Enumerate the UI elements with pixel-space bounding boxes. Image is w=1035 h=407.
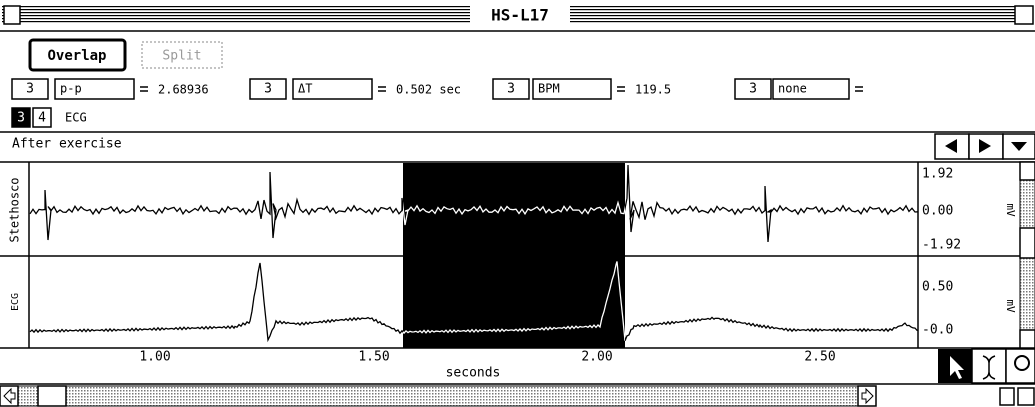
scroll-down[interactable]	[1019, 329, 1035, 349]
measure-type-box[interactable]	[54, 78, 135, 100]
measure-value: 119.5	[635, 83, 671, 97]
x-tick-label: 1.00	[139, 350, 170, 365]
x-tick-label: 2.50	[804, 350, 835, 365]
h-scrollbar[interactable]	[0, 385, 877, 407]
equals-sign	[855, 86, 863, 92]
measure-type: none	[778, 82, 807, 96]
x-axis-label: seconds	[446, 366, 501, 381]
zoom-icon	[1014, 355, 1030, 371]
scroll-left[interactable]	[0, 385, 19, 407]
right-arrow-icon	[979, 139, 991, 153]
zoom-box[interactable]	[1014, 5, 1034, 25]
scroll-right-icon	[861, 387, 874, 405]
zoom-tool[interactable]	[1005, 348, 1035, 384]
equals-sign	[140, 86, 148, 92]
y-tick-label: 1.92	[922, 167, 953, 182]
measure-type-box[interactable]	[532, 78, 612, 100]
equals-sign	[617, 86, 625, 92]
measure-type-box[interactable]	[772, 78, 850, 100]
channel-box[interactable]	[734, 78, 772, 100]
channel-box[interactable]	[492, 78, 530, 100]
measure-type-box[interactable]	[292, 78, 373, 100]
channel-label: ECG	[65, 111, 87, 125]
measure-value: 0.502 sec	[396, 83, 461, 97]
measure-type: p-p	[60, 82, 82, 96]
unit-label: mV	[1004, 203, 1017, 217]
resize-box[interactable]	[1017, 387, 1035, 406]
x-tick-label: 1.50	[358, 350, 389, 365]
scroll-left-icon	[3, 387, 16, 405]
channel-number: 3	[749, 82, 757, 97]
channel-3-box[interactable]	[11, 107, 31, 128]
scroll-right[interactable]	[857, 385, 877, 407]
channel-4: 4	[38, 111, 46, 126]
y-tick-label: 0.50	[922, 280, 953, 295]
left-arrow-icon	[945, 139, 957, 153]
journal-text: After exercise	[12, 137, 122, 152]
equals-sign	[378, 86, 386, 92]
measure-type: ΔT	[298, 82, 312, 96]
channel-1-label: Stethosco	[8, 177, 22, 242]
arrow-tool-icon	[950, 356, 964, 379]
y-tick-label: 0.00	[922, 204, 953, 219]
stethoscope-trace-selected	[403, 200, 625, 226]
menu-arrow-icon	[1011, 142, 1027, 151]
split-label: Split	[162, 49, 201, 64]
channel-3: 3	[17, 111, 25, 126]
split-button[interactable]	[141, 41, 223, 69]
ecg-trace-selected	[403, 261, 625, 341]
overlap-label: Overlap	[47, 48, 106, 64]
title-gap	[470, 3, 570, 27]
channel-box[interactable]	[11, 78, 49, 100]
y-tick-label: -0.0	[922, 323, 953, 338]
unit-label: mV	[1004, 299, 1017, 313]
channel-4-box[interactable]	[32, 107, 52, 128]
channel-box[interactable]	[249, 78, 287, 100]
channel-number: 3	[264, 82, 272, 97]
measure-type: BPM	[538, 82, 560, 96]
channel-number: 3	[507, 82, 515, 97]
close-box[interactable]	[3, 5, 21, 25]
ibeam-icon	[982, 355, 996, 380]
resize-a[interactable]	[999, 387, 1015, 406]
window-title: HS-L17	[491, 6, 549, 25]
x-tick-label: 2.00	[581, 350, 612, 365]
scroll-up[interactable]	[1019, 161, 1035, 181]
scroll-thumb[interactable]	[1019, 227, 1035, 259]
overlap-button[interactable]	[28, 38, 127, 72]
channel-number: 3	[26, 82, 34, 97]
measure-value: 2.68936	[158, 83, 209, 97]
h-scroll-thumb[interactable]	[37, 385, 67, 407]
y-tick-label: -1.92	[922, 238, 961, 253]
channel-2-label: ECG	[10, 293, 21, 311]
